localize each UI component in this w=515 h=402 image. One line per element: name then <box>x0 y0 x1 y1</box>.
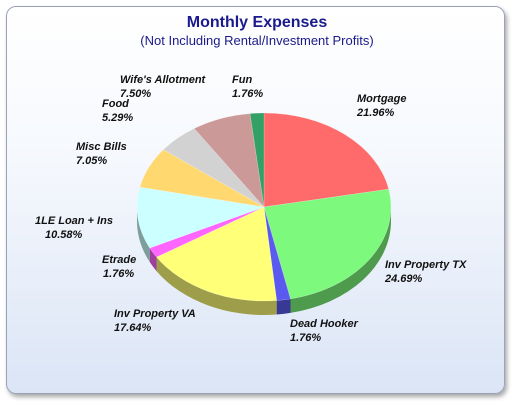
slice-label: Wife's Allotment <box>120 74 207 86</box>
pie-chart: Monthly Expenses (Not Including Rental/I… <box>35 14 467 344</box>
slice-side-4 <box>149 247 157 272</box>
slice-label: Food <box>102 98 129 110</box>
pie-slice <box>263 206 291 301</box>
slice-percent-label: 1.76% <box>290 332 321 344</box>
pie-slice <box>162 128 265 208</box>
pie-slice <box>139 149 265 208</box>
slice-label: Etrade <box>102 254 136 266</box>
pie-depth <box>137 207 391 315</box>
slice-percent-label: 1.76% <box>103 268 134 280</box>
pie-slice <box>263 112 390 208</box>
slice-percent-label: 7.05% <box>76 155 107 167</box>
pie-slice <box>149 206 265 258</box>
pie-slice <box>156 206 277 302</box>
slice-label: Misc Bills <box>76 141 127 153</box>
slice-label: Inv Property TX <box>385 259 467 271</box>
slice-percent-label: 21.96% <box>356 107 395 119</box>
slice-side-2 <box>276 298 291 315</box>
chart-title: Monthly Expenses <box>187 14 328 31</box>
pie-slices <box>136 112 392 302</box>
slice-label: Fun <box>232 74 252 86</box>
slice-percent-label: 1.76% <box>232 88 263 100</box>
slice-percent-label: 17.64% <box>114 322 152 334</box>
chart-panel: Monthly Expenses (Not Including Rental/I… <box>6 6 505 394</box>
slice-percent-label: 5.29% <box>102 112 133 124</box>
slice-label: Inv Property VA <box>114 308 196 320</box>
slice-side-5 <box>137 207 150 262</box>
slice-side-3 <box>156 257 277 315</box>
pie-slice <box>249 112 265 208</box>
slice-labels: Mortgage 21.96% Inv Property TX 24.69% Dead … <box>35 74 467 344</box>
slice-label: Dead Hooker <box>290 318 359 330</box>
pie-slice <box>263 188 392 300</box>
pie-slice <box>136 186 265 249</box>
slice-percent-label: 7.50% <box>120 88 151 100</box>
chart-subtitle: (Not Including Rental/Investment Profits… <box>140 33 373 48</box>
pie-slice <box>193 113 265 208</box>
slice-label: Mortgage <box>357 93 407 105</box>
slice-label: 1LE Loan + Ins <box>35 215 113 227</box>
slice-side-1 <box>290 207 391 313</box>
slice-percent-label: 10.58% <box>45 229 83 241</box>
slice-percent-label: 24.69% <box>384 273 423 285</box>
